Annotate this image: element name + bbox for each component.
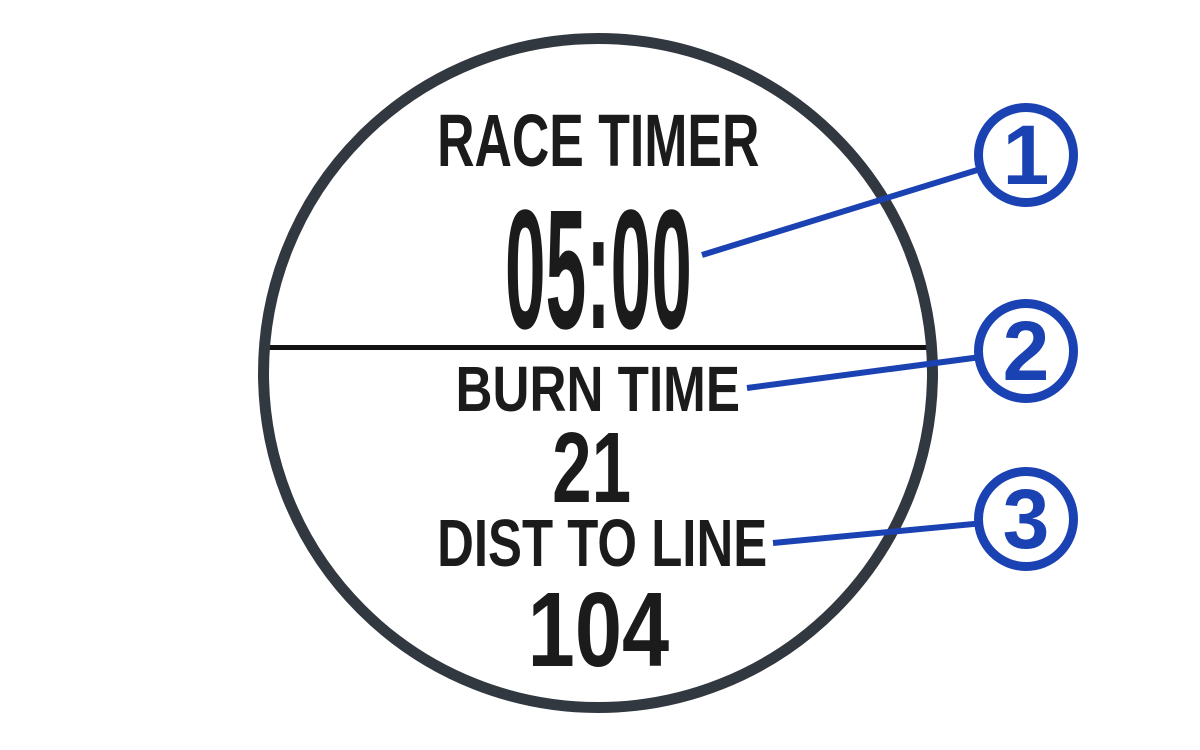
callout-2-number: 2 [1002, 304, 1050, 398]
callout-1-number: 1 [1002, 108, 1050, 202]
callout-1: 1 [974, 103, 1078, 207]
callout-3-number: 3 [1002, 472, 1050, 566]
watch-face-outline [258, 33, 938, 713]
callout-2: 2 [974, 299, 1078, 403]
callout-3: 3 [974, 467, 1078, 571]
